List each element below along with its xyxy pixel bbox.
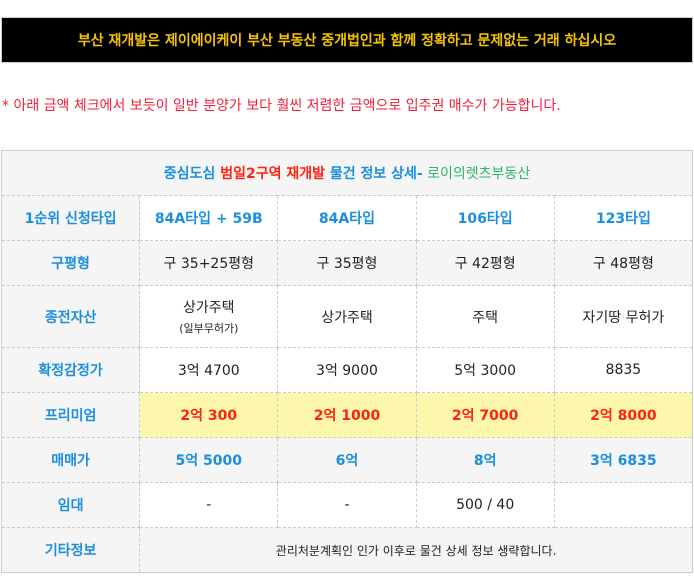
cell: 3억 6835 <box>553 437 694 483</box>
cell: 자기땅 무허가 <box>553 285 694 348</box>
table-row-lease: 임대 - -500 / 40 <box>0 482 694 528</box>
cell: 84A타입 <box>277 195 417 241</box>
title-detail: 물건 정보 상세- <box>324 166 423 182</box>
cell: 5억 5000 <box>139 437 279 483</box>
table-row-type: 1순위 신청타입 84A타입 + 59B 84A타입 106타입 123타입 <box>0 195 694 241</box>
cell: 2억 1000 <box>277 392 417 438</box>
cell: 구 35+25평형 <box>139 240 279 286</box>
row-label: 1순위 신청타입 <box>0 195 141 241</box>
table-row-premium: 프리미엄 2억 300 2억 1000 2억 7000 2억 8000 <box>0 392 694 438</box>
cell: 2억 7000 <box>415 392 555 438</box>
cell: 3억 4700 <box>139 347 279 393</box>
cell-main: 상가주택 <box>183 300 235 316</box>
cell: 5억 3000 <box>415 347 555 393</box>
table-row-old-size: 구평형 구 35+25평형 구 35평형 구 42평형 구 48평형 <box>0 240 694 286</box>
title-agency: 로이의렛츠부동산 <box>422 166 531 182</box>
top-banner: 부산 재개발은 제이에이케이 부산 부동산 중개법인과 함께 정확하고 문제없는… <box>1 17 693 63</box>
cell-sub: (일부무허가) <box>179 322 239 335</box>
row-label: 종전자산 <box>0 285 141 348</box>
cell: - <box>277 482 417 528</box>
cell: 구 35평형 <box>277 240 417 286</box>
row-label: 기타정보 <box>0 527 141 573</box>
cell: 상가주택 <box>277 285 417 348</box>
cell: 106타입 <box>415 195 555 241</box>
cell: 8억 <box>415 437 555 483</box>
price-notice: * 아래 금액 체크에서 보듯이 일반 분양가 보다 훨씬 저렴한 금액으로 입… <box>2 98 561 114</box>
row-label: 매매가 <box>0 437 141 483</box>
cell: 8835 <box>553 347 694 393</box>
table-row-other-info: 기타정보 관리처분계획인 인가 이후로 물건 상세 정보 생략합니다. <box>0 527 693 573</box>
cell: 상가주택 (일부무허가) <box>139 285 279 348</box>
table-row-prior-asset: 종전자산 상가주택 (일부무허가) 상가주택 주택 자기땅 무허가 <box>0 285 694 348</box>
row-label: 프리미엄 <box>0 392 141 438</box>
property-info-table: 중심도심 범일2구역 재개발 물건 정보 상세- 로이의렛츠부동산 1순위 신청… <box>0 150 694 573</box>
cell: 3억 9000 <box>277 347 417 393</box>
cell: 84A타입 + 59B <box>139 195 279 241</box>
row-label: 확정감정가 <box>0 347 141 393</box>
table-row-appraisal: 확정감정가 3억 4700 3억 9000 5억 3000 8835 <box>0 347 694 393</box>
cell <box>553 482 694 528</box>
row-label: 구평형 <box>0 240 141 286</box>
cell: 구 48평형 <box>553 240 694 286</box>
title-zone: 범일2구역 재개발 <box>220 166 325 182</box>
table-title: 중심도심 범일2구역 재개발 물건 정보 상세- 로이의렛츠부동산 <box>1 150 693 196</box>
cell: 500 / 40 <box>415 482 555 528</box>
cell: 2억 8000 <box>553 392 694 438</box>
row-label: 임대 <box>0 482 141 528</box>
cell: 6억 <box>277 437 417 483</box>
cell: 주택 <box>415 285 555 348</box>
cell: 구 42평형 <box>415 240 555 286</box>
title-area: 중심도심 <box>163 166 221 182</box>
cell: 123타입 <box>553 195 694 241</box>
other-info-note: 관리처분계획인 인가 이후로 물건 상세 정보 생략합니다. <box>139 527 693 573</box>
cell: 2억 300 <box>139 392 279 438</box>
cell: - <box>139 482 279 528</box>
table-row-sale-price: 매매가 5억 5000 6억 8억 3억 6835 <box>0 437 694 483</box>
